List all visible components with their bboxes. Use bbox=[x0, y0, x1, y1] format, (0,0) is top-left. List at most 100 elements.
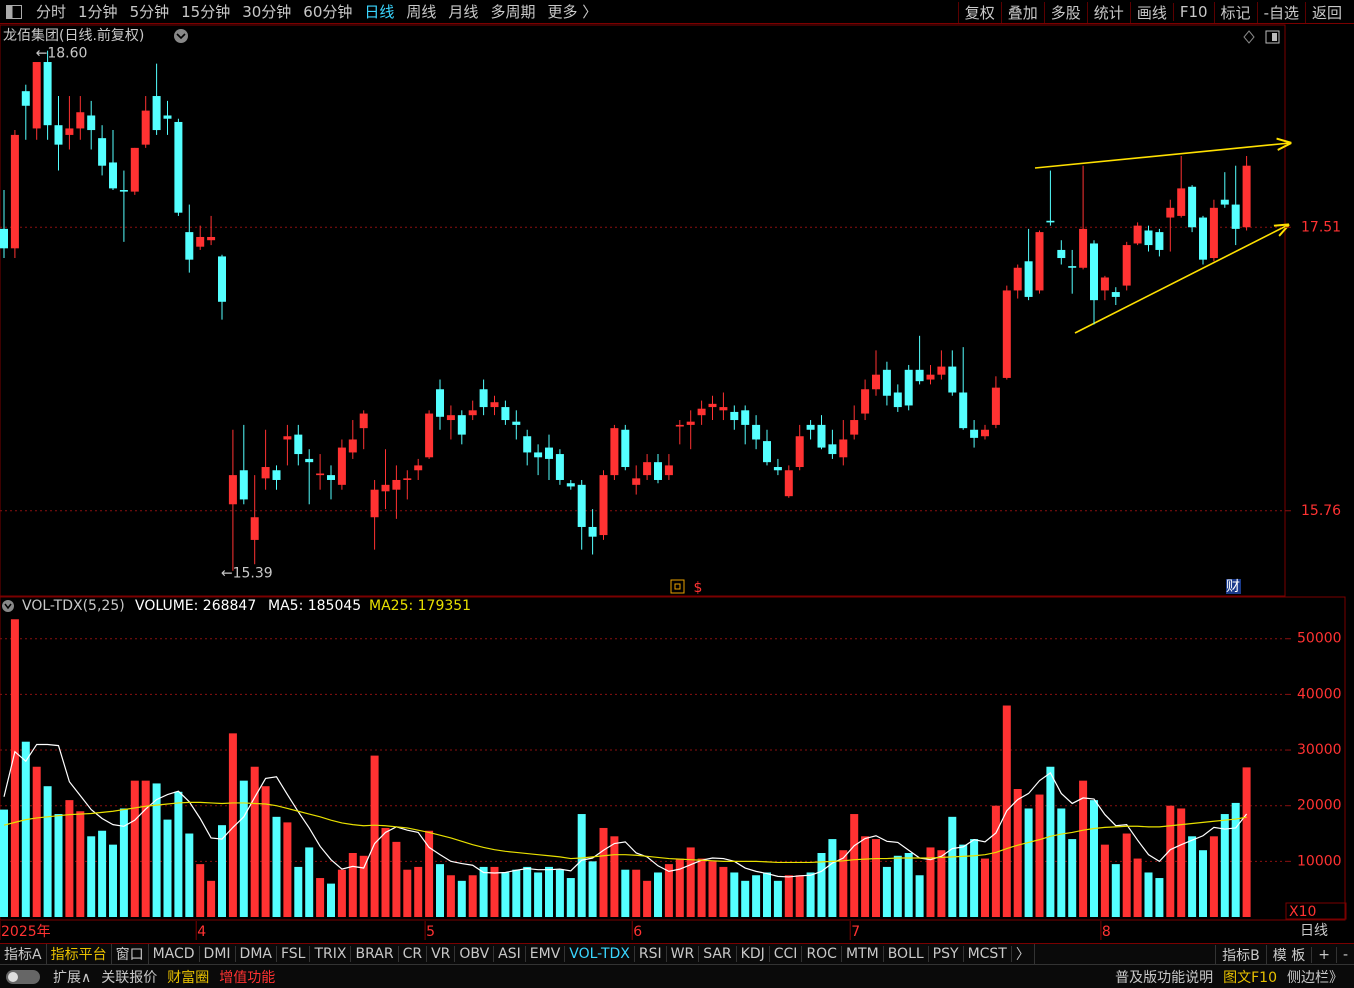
period-button[interactable]: 1分钟 bbox=[78, 3, 118, 21]
candle-body bbox=[1199, 217, 1207, 260]
volume-bar bbox=[610, 836, 619, 917]
tool-button[interactable]: 多股 bbox=[1043, 1, 1087, 23]
status-item[interactable]: 关联报价 bbox=[101, 969, 158, 986]
indicator-tab[interactable]: 〉 bbox=[1012, 944, 1035, 964]
window-icon-fill bbox=[1272, 33, 1277, 41]
period-button[interactable]: 分时 bbox=[36, 3, 67, 21]
indicator-tab[interactable]: VOL-TDX bbox=[565, 946, 635, 962]
diamond-icon[interactable] bbox=[1243, 30, 1255, 44]
candle-body bbox=[948, 366, 957, 393]
candle-body bbox=[98, 138, 107, 166]
indicator-tab[interactable]: BRAR bbox=[351, 946, 399, 962]
indicator-tab[interactable]: 模 板 bbox=[1265, 944, 1311, 965]
volume-bar bbox=[981, 858, 989, 917]
indicator-tab[interactable]: 窗口 bbox=[112, 944, 149, 964]
panel-toggle[interactable] bbox=[6, 4, 22, 19]
candle-body bbox=[512, 421, 521, 425]
candle-body bbox=[937, 366, 946, 375]
indicator-tab[interactable]: FSL bbox=[277, 946, 311, 962]
indicator-menu-icon[interactable] bbox=[2, 600, 14, 612]
status-item[interactable]: 扩展∧ bbox=[53, 969, 92, 986]
candle-body bbox=[970, 429, 979, 438]
indicator-tab[interactable]: 指标平台 bbox=[47, 944, 112, 964]
indicator-tab[interactable]: MTM bbox=[842, 946, 884, 962]
indicator-tab[interactable]: 指标A bbox=[0, 944, 47, 964]
candle-body bbox=[207, 236, 216, 241]
indicator-tab[interactable]: RSI bbox=[635, 946, 667, 962]
candle-body bbox=[926, 374, 935, 380]
tool-button[interactable]: 统计 bbox=[1086, 1, 1130, 23]
candle-body bbox=[752, 424, 761, 440]
period-button[interactable]: 更多 〉 bbox=[547, 3, 598, 21]
title-menu-icon[interactable] bbox=[174, 29, 188, 43]
candle-body bbox=[152, 96, 161, 131]
volume-bar bbox=[1035, 794, 1044, 917]
event-icon[interactable] bbox=[670, 579, 685, 594]
indicator-tab[interactable]: DMI bbox=[200, 946, 236, 962]
indicator-tab[interactable]: WR bbox=[667, 946, 700, 962]
period-button[interactable]: 月线 bbox=[448, 3, 479, 21]
volume-bar bbox=[686, 847, 695, 917]
indicator-tab[interactable]: TRIX bbox=[310, 946, 352, 962]
volume-bar bbox=[98, 830, 107, 917]
tool-button[interactable]: F10 bbox=[1172, 3, 1214, 21]
indicator-tab[interactable]: OBV bbox=[455, 946, 495, 962]
tool-button[interactable]: 复权 bbox=[957, 1, 1001, 23]
indicator-tab[interactable]: CR bbox=[399, 946, 428, 962]
volume-bar bbox=[283, 822, 292, 917]
tool-button[interactable]: 标记 bbox=[1213, 1, 1257, 23]
event-marker[interactable]: $ bbox=[694, 580, 703, 596]
candle-body bbox=[959, 392, 968, 429]
toggle-switch[interactable] bbox=[6, 969, 40, 984]
candle-body bbox=[763, 441, 771, 463]
indicator-tab[interactable]: DMA bbox=[236, 946, 277, 962]
indicator-tab[interactable]: SAR bbox=[699, 946, 737, 962]
indicator-tab[interactable]: 指标B bbox=[1215, 944, 1266, 965]
tool-button[interactable]: 返回 bbox=[1304, 1, 1348, 23]
candle-body bbox=[981, 429, 989, 437]
indicator-tab[interactable]: ROC bbox=[802, 946, 842, 962]
volume-bar bbox=[1013, 789, 1022, 917]
volume-bar bbox=[697, 858, 706, 917]
candle-body bbox=[643, 462, 652, 476]
indicator-tabs: 指标A 指标平台 窗口 MACD DMI DMA FSL TRIX BRAR CR VR OBV ASI… bbox=[0, 943, 1354, 965]
indicator-tab[interactable]: PSY bbox=[929, 946, 964, 962]
indicator-tab[interactable]: CCI bbox=[770, 946, 803, 962]
period-button[interactable]: 5分钟 bbox=[129, 3, 170, 21]
indicator-tab[interactable]: + bbox=[1311, 946, 1336, 963]
candle-body bbox=[21, 91, 30, 106]
candle-body bbox=[828, 444, 837, 455]
indicator-tab[interactable]: ASI bbox=[494, 946, 526, 962]
period-button[interactable]: 日线 bbox=[364, 3, 395, 21]
volume-bar bbox=[752, 875, 761, 917]
status-item[interactable]: 侧边栏》 bbox=[1287, 970, 1343, 986]
candle-body bbox=[348, 439, 357, 453]
window-icon[interactable] bbox=[1265, 30, 1280, 44]
status-item[interactable]: 普及版功能说明 bbox=[1115, 970, 1214, 986]
tool-button[interactable]: 画线 bbox=[1129, 1, 1173, 23]
tool-button[interactable]: 叠加 bbox=[1000, 1, 1044, 23]
period-button[interactable]: 多周期 bbox=[490, 3, 536, 21]
status-item[interactable]: 财富圈 bbox=[167, 969, 210, 986]
period-button[interactable]: 15分钟 bbox=[181, 3, 231, 21]
indicator-tab[interactable]: VR bbox=[427, 946, 456, 962]
indicator-tab[interactable]: BOLL bbox=[884, 946, 929, 962]
status-item[interactable]: 图文F10 bbox=[1223, 970, 1277, 986]
volume-bar bbox=[348, 853, 357, 917]
event-marker[interactable]: 财 bbox=[1226, 579, 1240, 595]
volume-bar bbox=[381, 827, 390, 917]
indicator-tab[interactable]: KDJ bbox=[737, 946, 770, 962]
indicator-tab[interactable]: MACD bbox=[149, 946, 200, 962]
indicator-tab[interactable]: EMV bbox=[526, 946, 566, 962]
period-button[interactable]: 周线 bbox=[406, 3, 437, 21]
volume-bar bbox=[239, 780, 248, 917]
status-item[interactable]: 增值功能 bbox=[219, 969, 276, 986]
period-button[interactable]: 30分钟 bbox=[242, 3, 292, 21]
tool-button[interactable]: -自选 bbox=[1256, 1, 1305, 23]
indicator-tab[interactable]: - bbox=[1335, 946, 1354, 963]
extreme-label: ←18.60 bbox=[36, 46, 88, 62]
candle-body bbox=[861, 389, 870, 414]
period-button[interactable]: 60分钟 bbox=[303, 3, 353, 21]
volume-bar bbox=[1242, 767, 1251, 917]
indicator-tab[interactable]: MCST bbox=[964, 946, 1012, 962]
